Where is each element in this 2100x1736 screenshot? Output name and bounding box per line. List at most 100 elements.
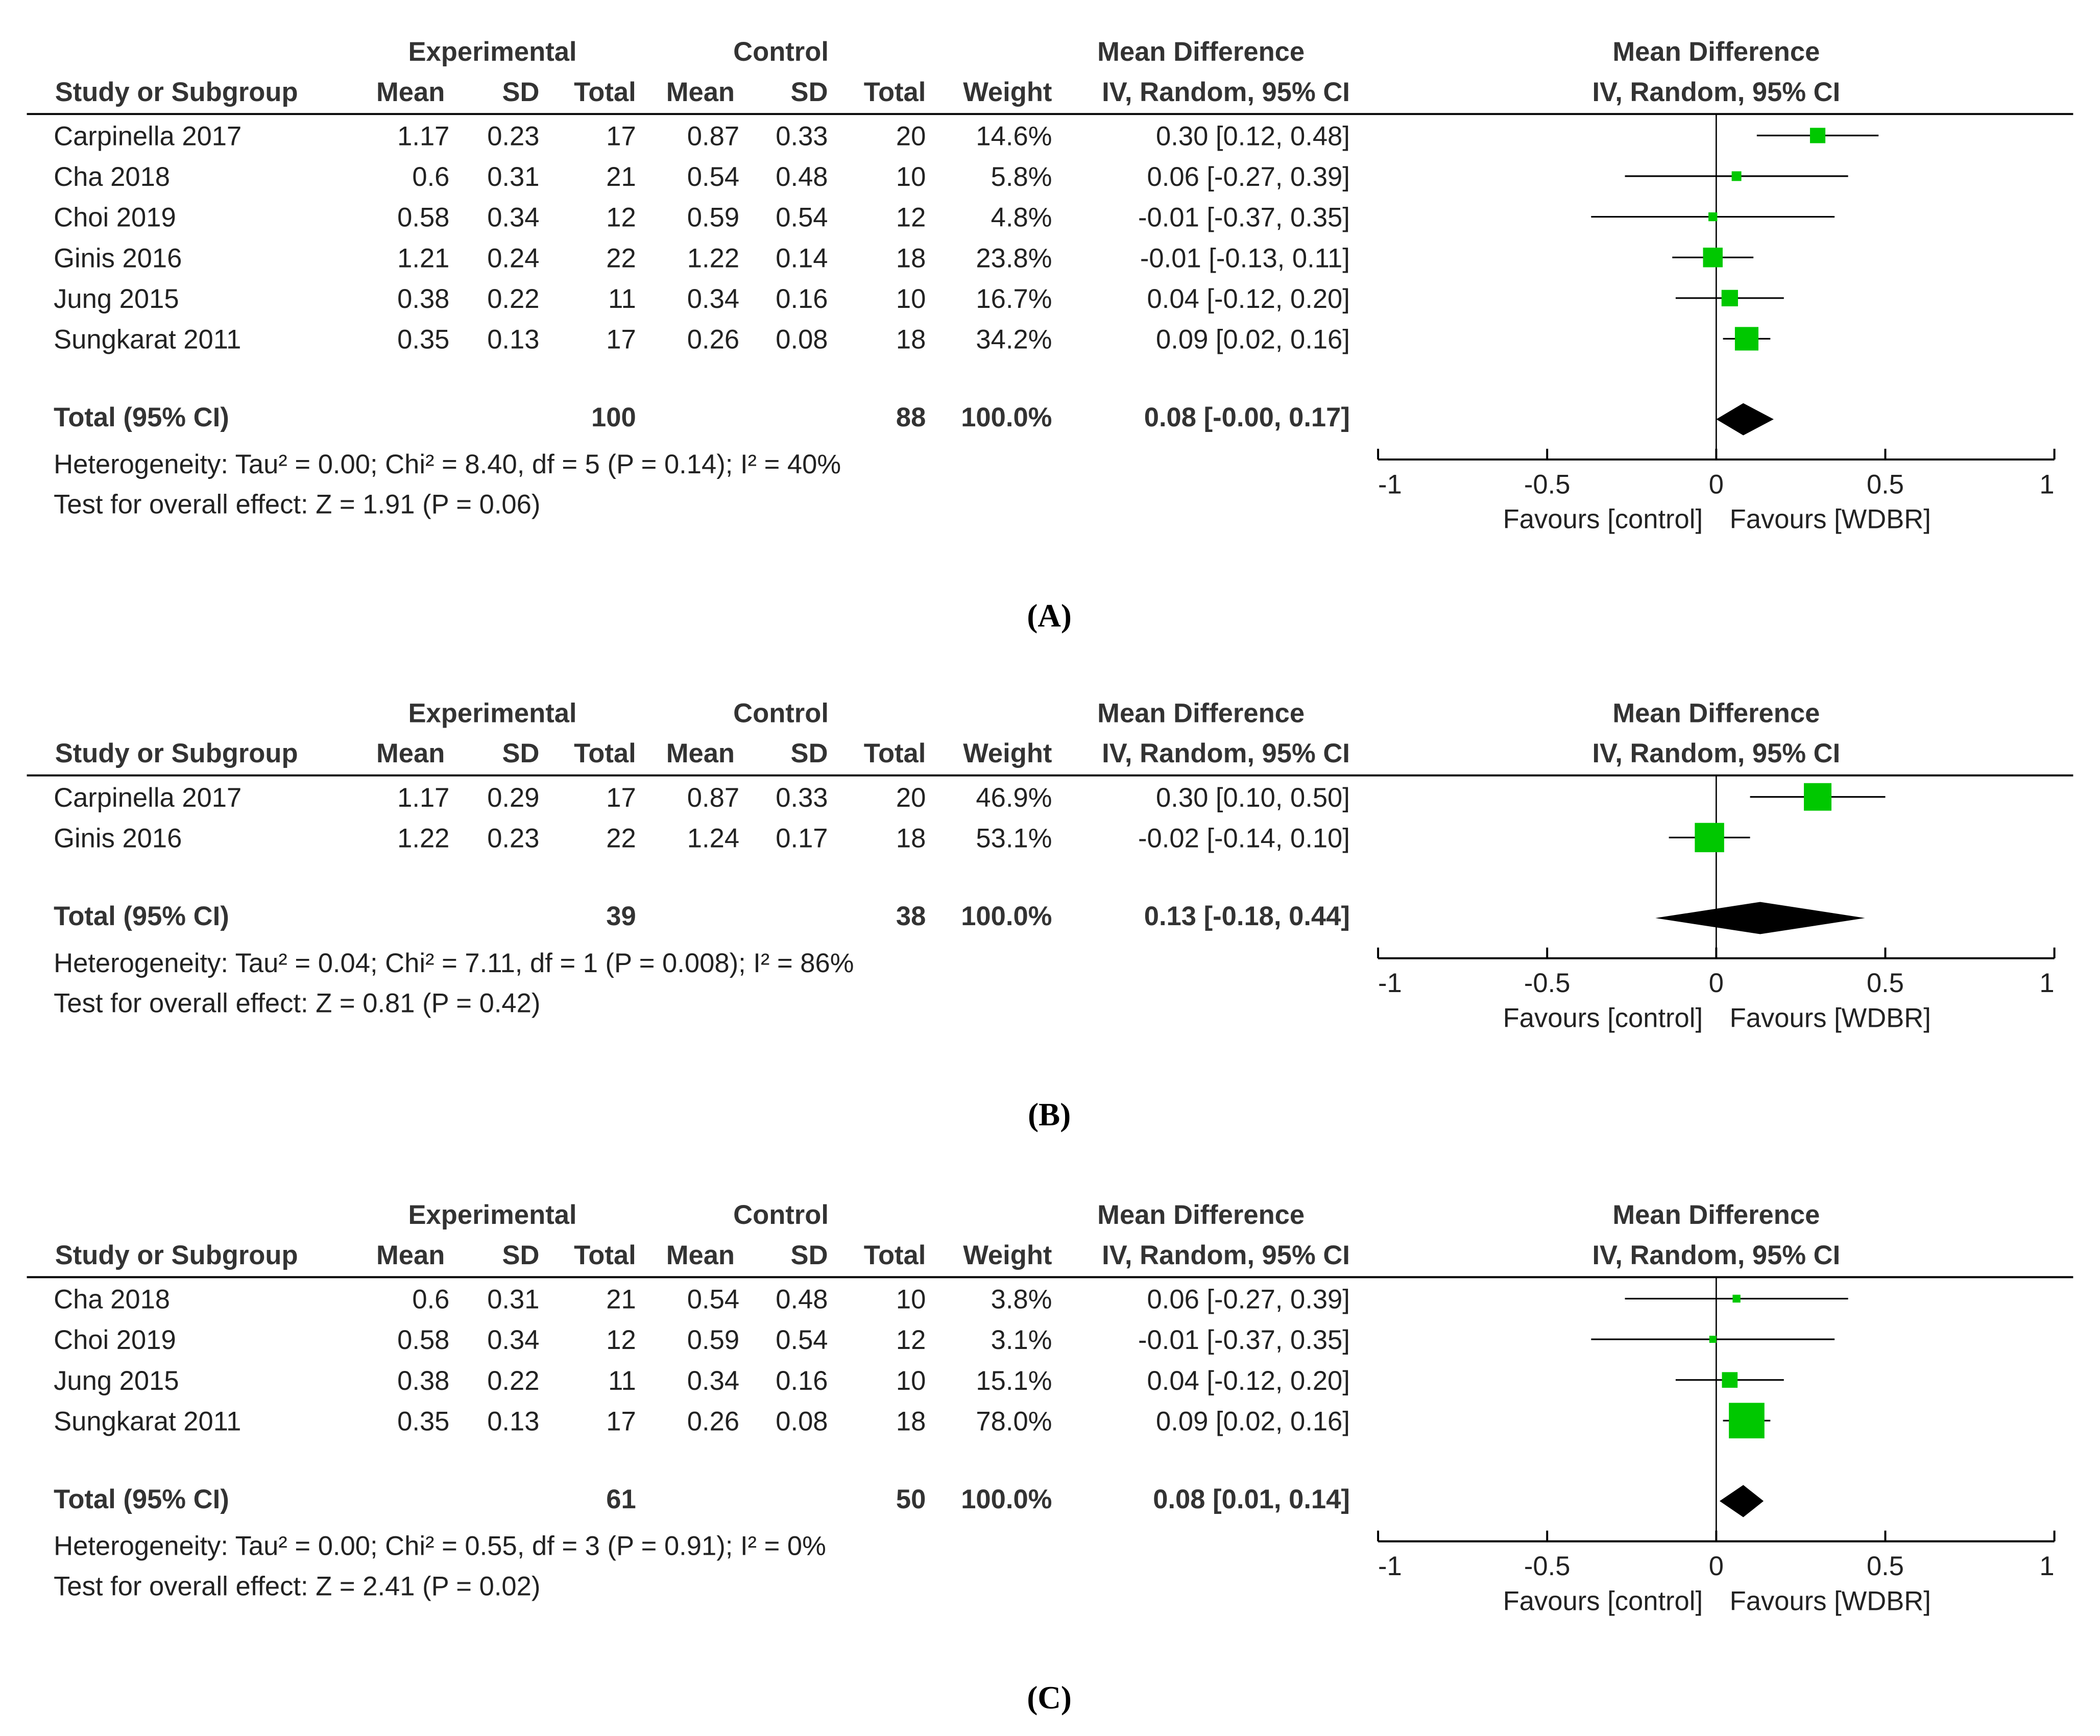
panel-label: (A) [1027, 598, 1072, 634]
cell: 0.23 [487, 122, 539, 152]
effect-square [1732, 1294, 1741, 1303]
cell: 5.8% [991, 162, 1052, 192]
cell: 0.30 [0.10, 0.50] [1156, 783, 1350, 813]
cell: 0.13 [487, 1406, 539, 1436]
cell: 17 [606, 1406, 636, 1436]
cell: 0.59 [687, 203, 739, 233]
cell: 12 [896, 203, 926, 233]
x-tick-label: -0.5 [1524, 1551, 1571, 1581]
effect-square [1722, 1372, 1738, 1388]
group-header: Experimental [408, 1200, 576, 1230]
cell: 11 [608, 1366, 636, 1396]
group-header: Mean Difference [1097, 37, 1305, 67]
col-header: Total [574, 1240, 636, 1270]
cell: 0.58 [397, 1325, 449, 1355]
col-header: IV, Random, 95% CI [1102, 738, 1350, 768]
x-tick-label: -1 [1378, 469, 1402, 499]
group-header: Experimental [408, 37, 576, 67]
cell: 0.06 [-0.27, 0.39] [1147, 162, 1350, 192]
effect-square [1809, 128, 1826, 143]
cell: 1.21 [397, 243, 449, 273]
cell: 0.6 [412, 1285, 449, 1315]
panel-label: (B) [1028, 1097, 1071, 1132]
total-cell: 0.13 [-0.18, 0.44] [1144, 901, 1350, 931]
cell: 53.1% [976, 823, 1052, 853]
summary-diamond [1719, 1485, 1764, 1517]
col-header: SD [791, 738, 828, 768]
cell: 4.8% [991, 203, 1052, 233]
cell: 0.87 [687, 783, 739, 813]
group-header: Control [733, 698, 829, 728]
cell: 0.6 [412, 162, 449, 192]
cell: 0.33 [776, 783, 828, 813]
col-header: Weight [963, 77, 1052, 107]
cell: 12 [606, 203, 636, 233]
cell: 1.22 [687, 243, 739, 273]
cell: 0.54 [687, 162, 739, 192]
total-cell: 0.08 [0.01, 0.14] [1153, 1484, 1350, 1514]
summary-diamond [1655, 902, 1865, 934]
cell: 0.04 [-0.12, 0.20] [1147, 284, 1350, 314]
cell: 0.54 [776, 203, 828, 233]
col-header: SD [502, 738, 539, 768]
effect-square [1721, 290, 1738, 306]
study-name: Ginis 2016 [54, 243, 182, 273]
study-name: Carpinella 2017 [54, 122, 242, 152]
cell: 21 [606, 162, 636, 192]
cell: 10 [896, 1285, 926, 1315]
total-name: Total (95% CI) [54, 1484, 229, 1514]
cell: 16.7% [976, 284, 1052, 314]
cell: 0.29 [487, 783, 539, 813]
col-header: Mean [666, 1240, 735, 1270]
heterogeneity: Heterogeneity: Tau² = 0.00; Chi² = 0.55,… [54, 1531, 826, 1561]
total-name: Total (95% CI) [54, 901, 229, 931]
effect-square [1709, 1336, 1717, 1343]
cell: 18 [896, 1406, 926, 1436]
overall-effect: Test for overall effect: Z = 0.81 (P = 0… [54, 988, 540, 1019]
col-header: Mean [666, 738, 735, 768]
study-name: Cha 2018 [54, 162, 170, 192]
heterogeneity: Heterogeneity: Tau² = 0.04; Chi² = 7.11,… [54, 948, 854, 978]
cell: 0.22 [487, 284, 539, 314]
group-header: Mean Difference [1612, 698, 1820, 728]
effect-square [1734, 327, 1759, 351]
heterogeneity: Heterogeneity: Tau² = 0.00; Chi² = 8.40,… [54, 449, 841, 479]
col-header: IV, Random, 95% CI [1592, 1240, 1840, 1270]
cell: 0.31 [487, 162, 539, 192]
total-cell: 39 [606, 901, 636, 931]
summary-diamond [1716, 403, 1774, 436]
col-header: SD [502, 77, 539, 107]
cell: 0.13 [487, 325, 539, 355]
total-cell: 100 [591, 402, 636, 432]
cell: 17 [606, 783, 636, 813]
total-name: Total (95% CI) [54, 402, 229, 432]
x-tick-label: 0 [1709, 1551, 1724, 1581]
col-header: Mean [376, 738, 445, 768]
col-header: SD [502, 1240, 539, 1270]
cell: 0.24 [487, 243, 539, 273]
col-header: Study or Subgroup [55, 738, 298, 768]
study-name: Jung 2015 [54, 284, 179, 314]
study-name: Sungkarat 2011 [54, 1406, 241, 1436]
x-tick-label: 1 [2039, 1551, 2054, 1581]
x-tick-label: 0.5 [1867, 968, 1904, 998]
cell: 0.16 [776, 284, 828, 314]
cell: -0.01 [-0.37, 0.35] [1138, 1325, 1350, 1355]
group-header: Mean Difference [1612, 37, 1820, 67]
x-tick-label: 0.5 [1867, 1551, 1904, 1581]
col-header: Total [864, 1240, 926, 1270]
total-cell: 61 [606, 1484, 636, 1514]
cell: 22 [606, 243, 636, 273]
effect-square [1804, 783, 1832, 811]
cell: 0.87 [687, 122, 739, 152]
study-name: Cha 2018 [54, 1285, 170, 1315]
x-tick-label: 0.5 [1867, 469, 1904, 499]
col-header: Total [864, 738, 926, 768]
cell: 0.34 [687, 1366, 739, 1396]
cell: 23.8% [976, 243, 1052, 273]
study-name: Sungkarat 2011 [54, 325, 241, 355]
cell: 0.38 [397, 1366, 449, 1396]
cell: 0.08 [776, 325, 828, 355]
cell: 21 [606, 1285, 636, 1315]
study-name: Choi 2019 [54, 1325, 176, 1355]
